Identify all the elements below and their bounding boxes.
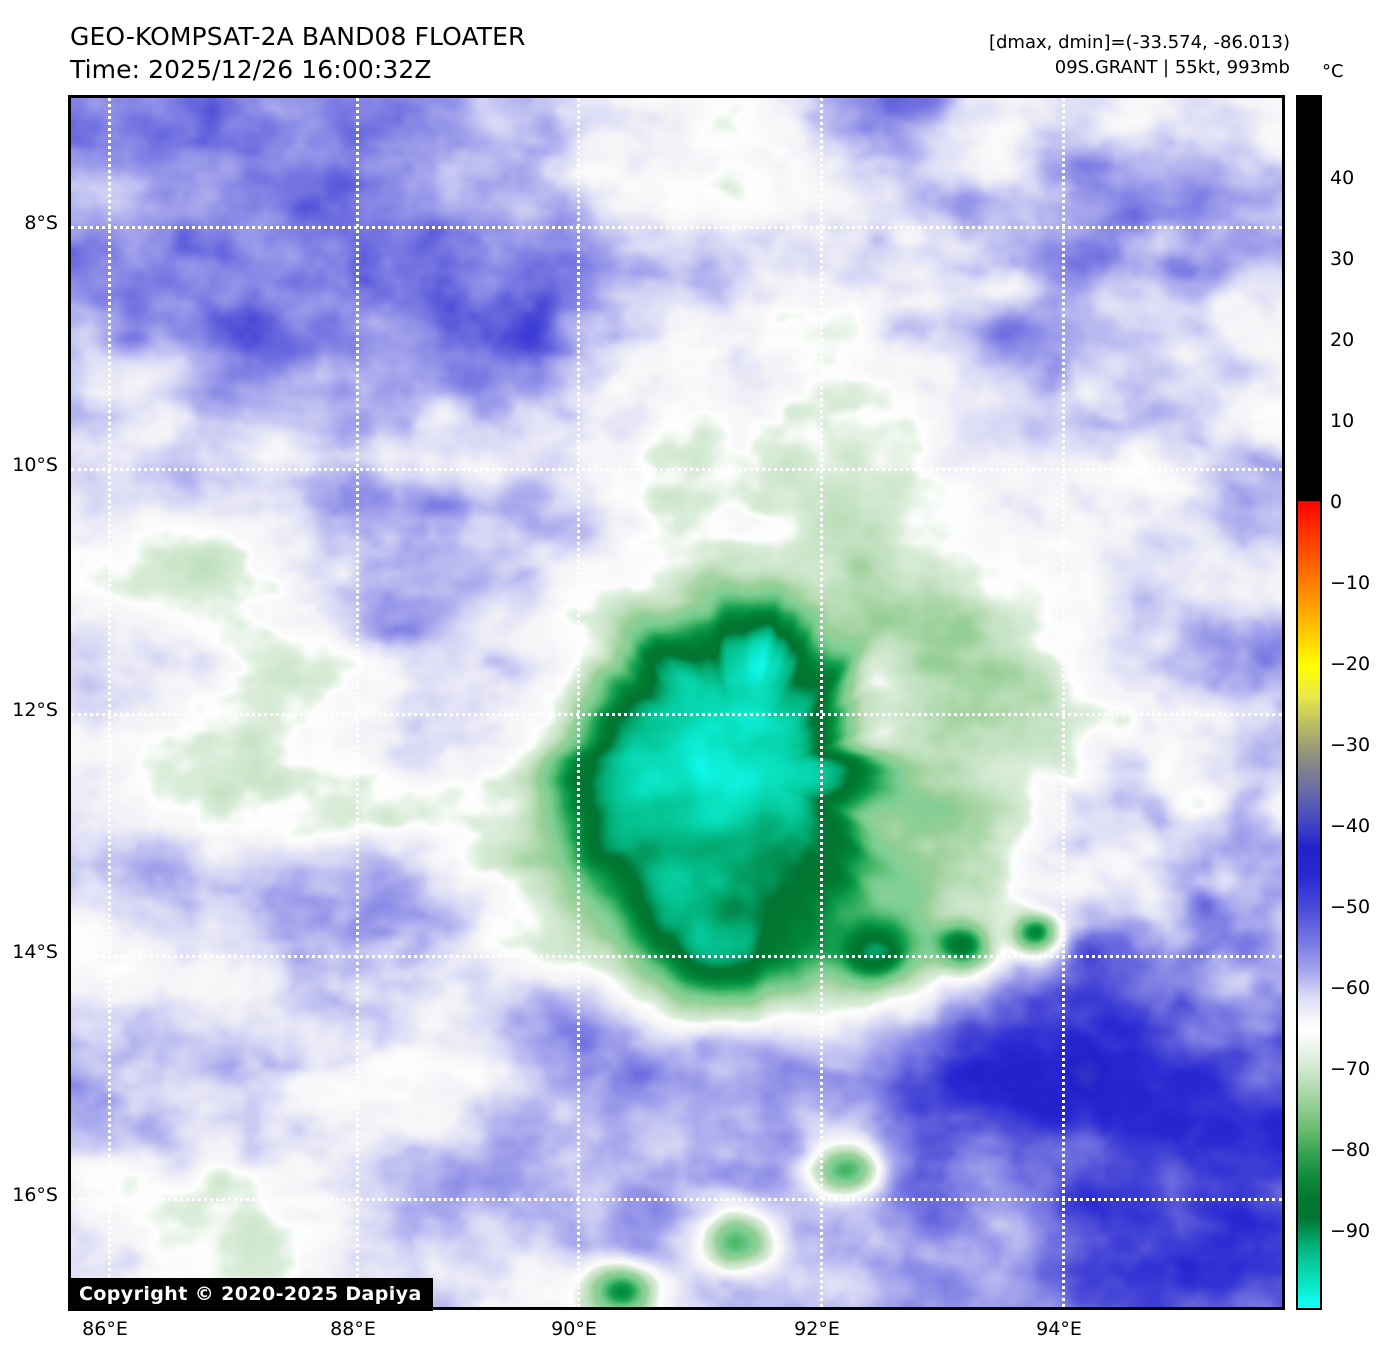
- page-title: GEO-KOMPSAT-2A BAND08 FLOATER: [70, 22, 526, 51]
- header-meta-block: [dmax, dmin]=(-33.574, -86.013) 09S.GRAN…: [989, 30, 1290, 80]
- header-title-block: GEO-KOMPSAT-2A BAND08 FLOATER Time: 2025…: [70, 20, 770, 86]
- ytick-label-4: 16°S: [12, 1184, 58, 1206]
- cbar-tick-10: −60: [1330, 977, 1371, 999]
- colorbar: [1296, 95, 1322, 1310]
- cbar-tick-11: −70: [1330, 1058, 1371, 1080]
- ytick-label-1: 10°S: [12, 454, 58, 476]
- cbar-tick-6: −20: [1330, 653, 1371, 675]
- cbar-tick-3: 10: [1330, 410, 1355, 432]
- xtick-label-0: 86°E: [82, 1318, 128, 1340]
- ytick-label-2: 12°S: [12, 699, 58, 721]
- copyright-badge: Copyright © 2020-2025 Dapiya: [68, 1278, 433, 1311]
- cbar-tick-1: 30: [1330, 248, 1355, 270]
- satellite-image-plot: [68, 95, 1285, 1310]
- data-range-label: [dmax, dmin]=(-33.574, -86.013): [988, 32, 1290, 53]
- satellite-imagery-canvas: [71, 98, 1282, 1307]
- colorbar-gradient: [1296, 95, 1322, 1310]
- cbar-tick-7: −30: [1330, 734, 1371, 756]
- xtick-label-4: 94°E: [1036, 1318, 1082, 1340]
- cbar-tick-0: 40: [1330, 167, 1355, 189]
- colorbar-unit-label: °C: [1322, 61, 1344, 82]
- timestamp-line: Time: 2025/12/26 16:00:32Z: [70, 55, 432, 84]
- xtick-label-1: 88°E: [330, 1318, 376, 1340]
- ytick-label-3: 14°S: [12, 941, 58, 963]
- cbar-tick-13: −90: [1330, 1220, 1371, 1242]
- cbar-tick-12: −80: [1330, 1139, 1371, 1161]
- cbar-tick-5: −10: [1330, 572, 1371, 594]
- storm-info-label: 09S.GRANT | 55kt, 993mb: [1054, 57, 1290, 78]
- xtick-label-3: 92°E: [794, 1318, 840, 1340]
- ytick-label-0: 8°S: [24, 212, 58, 234]
- cbar-tick-2: 20: [1330, 329, 1355, 351]
- cbar-tick-8: −40: [1330, 815, 1371, 837]
- cbar-tick-9: −50: [1330, 896, 1371, 918]
- xtick-label-2: 90°E: [551, 1318, 597, 1340]
- cbar-tick-4: 0: [1330, 491, 1343, 513]
